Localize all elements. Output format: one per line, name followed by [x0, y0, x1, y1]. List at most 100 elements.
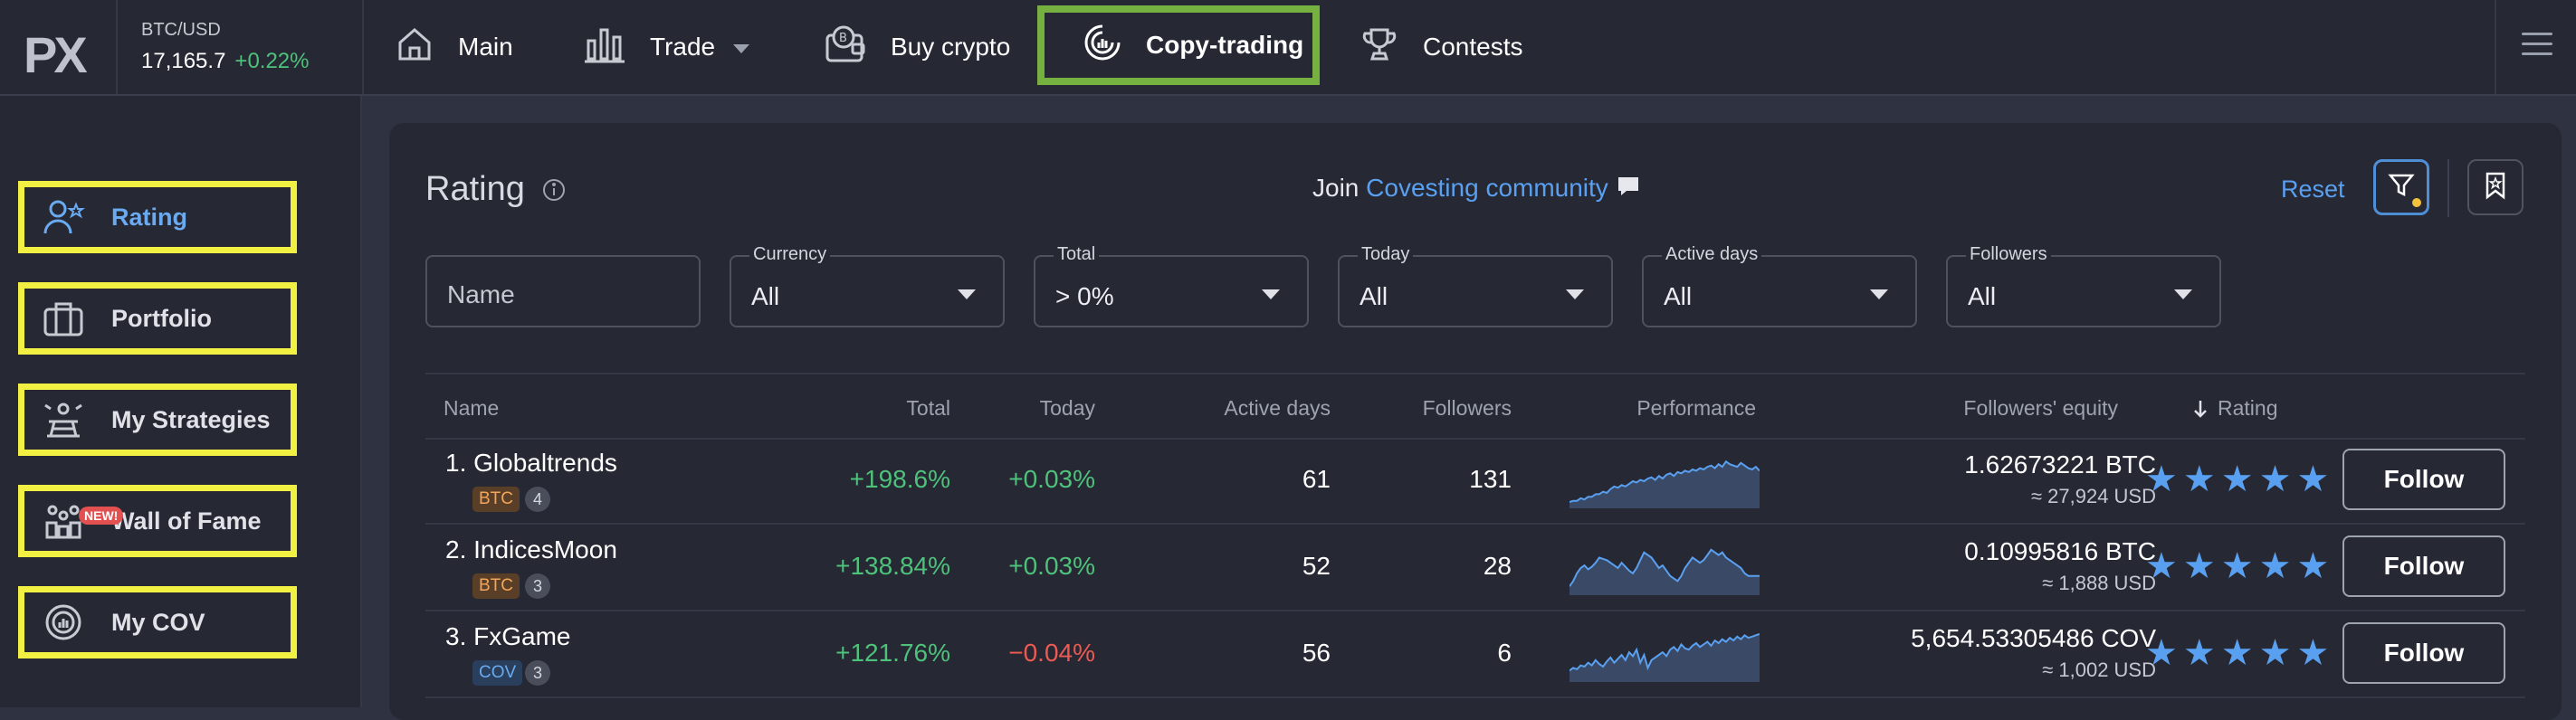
total-select[interactable]: Total > 0% — [1034, 244, 1309, 327]
community-link[interactable]: Covesting community — [1366, 174, 1608, 202]
chevron-down-icon — [1870, 289, 1888, 299]
followers-value: 28 — [1483, 552, 1512, 580]
ticker-price-value: 17,165.7 — [141, 49, 226, 73]
menu-icon[interactable] — [2522, 33, 2552, 62]
user-star-icon — [41, 197, 86, 237]
nav-copy-trading[interactable]: Copy-trading — [1037, 5, 1320, 85]
today-value: +0.03% — [1008, 552, 1095, 580]
home-icon — [395, 24, 434, 71]
follow-button[interactable]: Follow — [2342, 535, 2505, 597]
follow-button[interactable]: Follow — [2342, 449, 2505, 510]
col-performance: Performance — [1636, 396, 1756, 420]
table-row[interactable]: 2. IndicesMoon BTC 3 +138.84% +0.03% 52 … — [425, 525, 2525, 611]
currency-value: All — [751, 282, 780, 310]
sparkline-line — [1569, 459, 1760, 504]
col-followers[interactable]: Followers — [1422, 396, 1512, 420]
reset-button[interactable]: Reset — [2281, 175, 2345, 203]
trader-name[interactable]: 2. IndicesMoon — [445, 535, 617, 564]
nav-contests[interactable]: Contests — [1360, 0, 1523, 94]
sidebar-item-label: Wall of Fame — [111, 507, 262, 535]
currency-tag: BTC — [472, 487, 520, 512]
trophy-icon — [1360, 24, 1399, 71]
sidebar-item-label: Portfolio — [111, 304, 212, 332]
sidebar-item-wall-of-fame[interactable]: NEW! Wall of Fame — [18, 485, 297, 557]
equity-usd: ≈ 27,924 USD — [2030, 485, 2156, 507]
header-divider — [2495, 0, 2496, 94]
ticker[interactable]: BTC/USD 17,165.7 +0.22% — [116, 0, 364, 94]
filter-icon — [2388, 172, 2415, 204]
trader-name[interactable]: 1. Globaltrends — [445, 449, 617, 477]
nav-buy-crypto-label: Buy crypto — [891, 33, 1011, 61]
active-days-value: 56 — [1302, 639, 1331, 667]
currency-tag: COV — [472, 660, 523, 686]
join-prefix: Join — [1312, 174, 1360, 202]
svg-text:B: B — [839, 32, 847, 45]
page-title: Rating — [425, 170, 525, 208]
total-value: +198.6% — [849, 465, 950, 493]
chevron-down-icon — [2174, 289, 2192, 299]
followers-equity: 5,654.53305486 COV ≈ 1,002 USD — [1911, 624, 2156, 682]
col-today[interactable]: Today — [1039, 396, 1095, 420]
today-value: −0.04% — [1008, 639, 1095, 667]
active-days-label: Active days — [1662, 244, 1762, 265]
follow-button[interactable]: Follow — [2342, 622, 2505, 684]
join-community: Join Covesting community — [1312, 174, 1641, 203]
col-equity[interactable]: Followers' equity — [1963, 396, 2118, 420]
ticker-pair: BTC/USD — [141, 20, 221, 40]
bookmark-star-icon — [2483, 171, 2508, 204]
active-days-select[interactable]: Active days All — [1642, 244, 1917, 327]
total-value: +121.76% — [835, 639, 950, 667]
strategy-count: 3 — [525, 573, 550, 599]
nav-main[interactable]: Main — [395, 0, 513, 94]
total-value: > 0% — [1055, 282, 1114, 310]
col-name[interactable]: Name — [444, 396, 500, 420]
total-label: Total — [1054, 244, 1100, 265]
followers-select[interactable]: Followers All — [1946, 244, 2221, 327]
col-active-days[interactable]: Active days — [1224, 396, 1331, 420]
col-total[interactable]: Total — [906, 396, 950, 420]
strategy-count: 4 — [525, 487, 550, 512]
sidebar-item-portfolio[interactable]: Portfolio — [18, 282, 297, 355]
rating-stars: ★★★★★ — [2145, 459, 2335, 499]
followers-value: 6 — [1497, 639, 1512, 667]
name-input[interactable]: Name — [425, 255, 701, 327]
today-select[interactable]: Today All — [1338, 244, 1613, 327]
name-input-placeholder: Name — [447, 280, 515, 308]
nav-trade-label: Trade — [650, 33, 716, 61]
col-rating-label: Rating — [2218, 396, 2278, 420]
sidebar-item-my-cov[interactable]: My COV — [18, 586, 297, 658]
equity-amount: 5,654.53305486 COV — [1911, 624, 2156, 652]
currency-select[interactable]: Currency All — [730, 244, 1005, 327]
sparkline-area — [1569, 549, 1760, 595]
followers-equity: 1.62673221 BTC ≈ 27,924 USD — [1964, 450, 2156, 508]
cov-icon — [41, 602, 86, 642]
filter-active-dot — [2412, 198, 2421, 207]
sparkline-line — [1569, 632, 1760, 672]
ticker-change: +0.22% — [234, 49, 310, 73]
trader-name[interactable]: 3. FxGame — [445, 622, 571, 650]
chevron-down-icon — [733, 44, 750, 53]
ticker-price: 17,165.7 +0.22% — [141, 49, 310, 74]
followers-equity: 0.10995816 BTC ≈ 1,888 USD — [1964, 537, 2156, 595]
sidebar-item-rating[interactable]: Rating — [18, 181, 297, 253]
equity-usd: ≈ 1,888 USD — [2042, 572, 2156, 594]
nav-main-label: Main — [458, 33, 513, 61]
table-row[interactable]: 1. Globaltrends BTC 4 +198.6% +0.03% 61 … — [425, 438, 2525, 525]
sparkline-line — [1569, 548, 1760, 587]
sidebar-item-my-strategies[interactable]: My Strategies — [18, 384, 297, 456]
filter-button[interactable] — [2373, 159, 2429, 215]
logo[interactable]: PX — [24, 26, 88, 83]
col-rating[interactable]: Rating — [2192, 396, 2277, 421]
info-icon[interactable] — [541, 177, 567, 207]
table-row[interactable]: 3. FxGame COV 3 +121.76% −0.04% 56 6 5,6… — [425, 611, 2525, 698]
sparkline-area — [1569, 633, 1760, 682]
bookmark-button[interactable] — [2467, 159, 2524, 215]
sidebar-item-label: Rating — [111, 203, 187, 231]
currency-label: Currency — [749, 244, 831, 265]
nav-buy-crypto[interactable]: B Buy crypto — [824, 0, 1010, 94]
nav-trade[interactable]: Trade — [583, 0, 750, 94]
today-label: Today — [1358, 244, 1414, 265]
currency-tag: BTC — [472, 573, 520, 599]
total-value: +138.84% — [835, 552, 950, 580]
sidebar: Rating Portfolio My Strategies NEW! Wall… — [0, 96, 362, 707]
